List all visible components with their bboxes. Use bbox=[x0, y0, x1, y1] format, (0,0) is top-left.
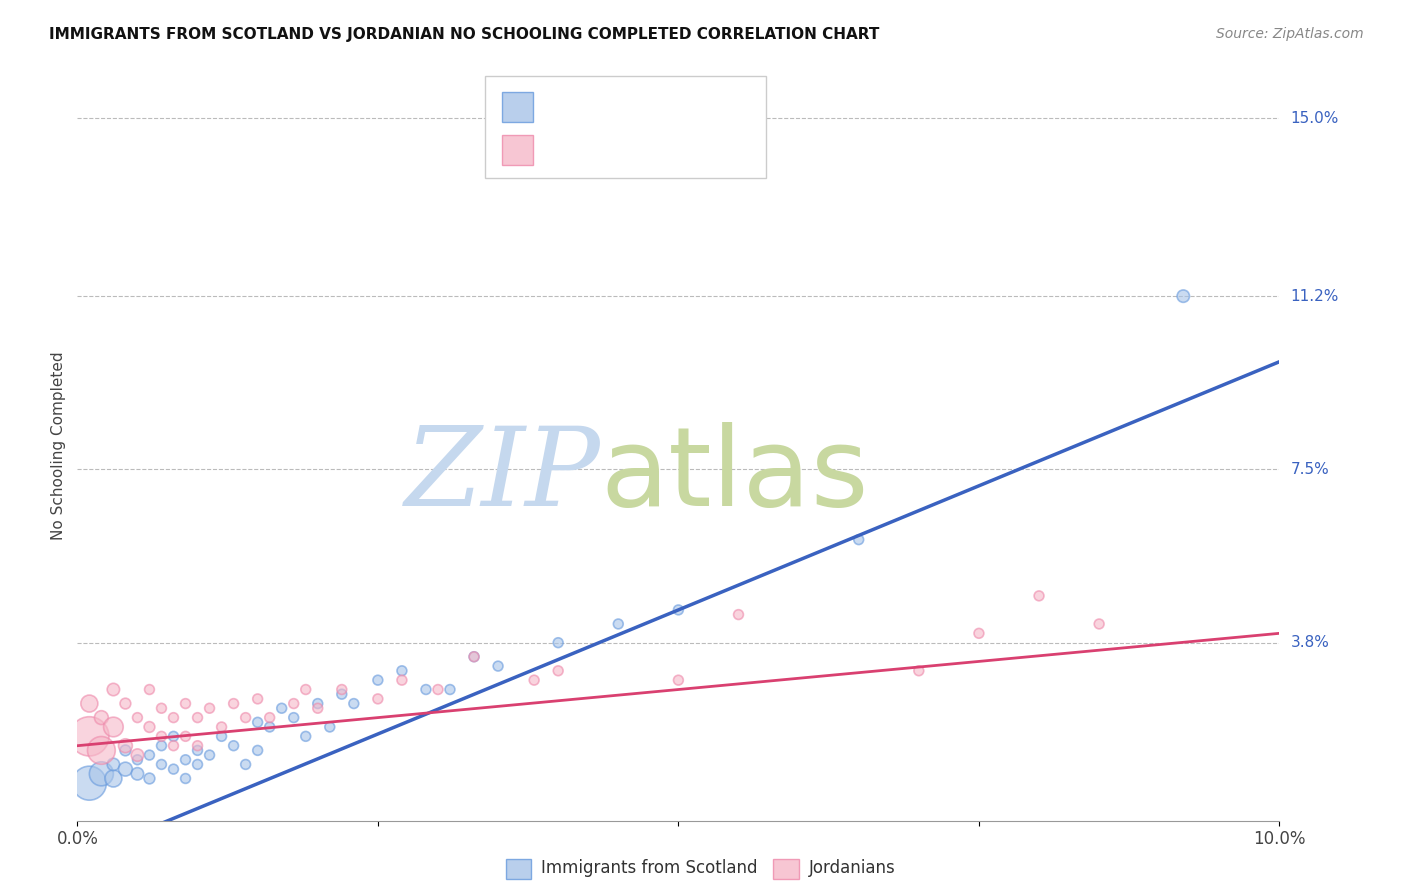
Point bbox=[138, 682, 160, 697]
Point bbox=[427, 682, 450, 697]
Point bbox=[463, 649, 485, 664]
Point bbox=[908, 664, 931, 678]
Point bbox=[1088, 617, 1111, 632]
Point bbox=[547, 635, 569, 649]
Point bbox=[162, 710, 184, 724]
Text: R = 0.322    N = 42: R = 0.322 N = 42 bbox=[544, 129, 707, 147]
Point bbox=[415, 682, 437, 697]
Point bbox=[162, 730, 184, 744]
Point bbox=[367, 692, 389, 706]
Point bbox=[198, 701, 221, 715]
Point bbox=[235, 710, 257, 724]
Point bbox=[103, 682, 125, 697]
Point bbox=[319, 720, 342, 734]
Point bbox=[259, 720, 281, 734]
Point bbox=[1173, 289, 1195, 303]
Point bbox=[162, 762, 184, 776]
Point bbox=[114, 697, 136, 711]
Point bbox=[150, 701, 173, 715]
Point bbox=[391, 664, 413, 678]
Point bbox=[127, 767, 149, 781]
Point bbox=[848, 533, 870, 547]
Point bbox=[90, 710, 112, 724]
Point bbox=[150, 730, 173, 744]
Point bbox=[294, 730, 316, 744]
Point bbox=[607, 617, 630, 632]
Text: 3.8%: 3.8% bbox=[1291, 635, 1330, 650]
Point bbox=[330, 687, 353, 701]
Point bbox=[246, 692, 269, 706]
Point bbox=[294, 682, 316, 697]
Point bbox=[79, 730, 101, 744]
Point bbox=[174, 772, 197, 786]
Point bbox=[283, 697, 305, 711]
Point bbox=[103, 772, 125, 786]
Point bbox=[114, 762, 136, 776]
Point bbox=[186, 743, 209, 757]
Text: 7.5%: 7.5% bbox=[1291, 462, 1329, 477]
Point bbox=[668, 673, 690, 688]
Point bbox=[150, 757, 173, 772]
Point bbox=[523, 673, 546, 688]
Point bbox=[127, 753, 149, 767]
Point bbox=[114, 743, 136, 757]
Point bbox=[547, 664, 569, 678]
Point bbox=[330, 682, 353, 697]
Point bbox=[391, 673, 413, 688]
Point bbox=[1028, 589, 1050, 603]
Point bbox=[127, 747, 149, 762]
Point bbox=[198, 747, 221, 762]
Point bbox=[668, 603, 690, 617]
Point bbox=[211, 730, 233, 744]
Text: atlas: atlas bbox=[600, 423, 869, 530]
Point bbox=[79, 697, 101, 711]
Point bbox=[127, 710, 149, 724]
Point bbox=[79, 776, 101, 790]
Text: 15.0%: 15.0% bbox=[1291, 111, 1339, 126]
Point bbox=[211, 720, 233, 734]
Point bbox=[283, 710, 305, 724]
Point bbox=[967, 626, 990, 640]
Text: Immigrants from Scotland: Immigrants from Scotland bbox=[541, 859, 758, 877]
Point bbox=[138, 772, 160, 786]
Point bbox=[174, 697, 197, 711]
Point bbox=[186, 739, 209, 753]
Text: R = 0.767    N = 46: R = 0.767 N = 46 bbox=[544, 87, 706, 104]
Point bbox=[463, 649, 485, 664]
Point bbox=[186, 757, 209, 772]
Text: IMMIGRANTS FROM SCOTLAND VS JORDANIAN NO SCHOOLING COMPLETED CORRELATION CHART: IMMIGRANTS FROM SCOTLAND VS JORDANIAN NO… bbox=[49, 27, 880, 42]
Point bbox=[174, 753, 197, 767]
Point bbox=[307, 701, 329, 715]
Point bbox=[90, 743, 112, 757]
Point bbox=[222, 697, 245, 711]
Point bbox=[259, 710, 281, 724]
Text: Jordanians: Jordanians bbox=[808, 859, 896, 877]
Text: 11.2%: 11.2% bbox=[1291, 289, 1339, 303]
Text: Source: ZipAtlas.com: Source: ZipAtlas.com bbox=[1216, 27, 1364, 41]
Point bbox=[138, 747, 160, 762]
Y-axis label: No Schooling Completed: No Schooling Completed bbox=[51, 351, 66, 541]
Point bbox=[114, 739, 136, 753]
Point bbox=[235, 757, 257, 772]
Point bbox=[103, 720, 125, 734]
Point bbox=[486, 659, 509, 673]
Point bbox=[138, 720, 160, 734]
Point bbox=[270, 701, 292, 715]
Point bbox=[343, 697, 366, 711]
Point bbox=[222, 739, 245, 753]
Point bbox=[307, 697, 329, 711]
Point bbox=[367, 673, 389, 688]
Point bbox=[150, 739, 173, 753]
Point bbox=[186, 710, 209, 724]
Point bbox=[103, 757, 125, 772]
Point bbox=[162, 739, 184, 753]
Point bbox=[90, 767, 112, 781]
Point bbox=[727, 607, 749, 622]
Point bbox=[439, 682, 461, 697]
Point bbox=[246, 715, 269, 730]
Text: ZIP: ZIP bbox=[405, 422, 600, 530]
Point bbox=[174, 730, 197, 744]
Point bbox=[246, 743, 269, 757]
